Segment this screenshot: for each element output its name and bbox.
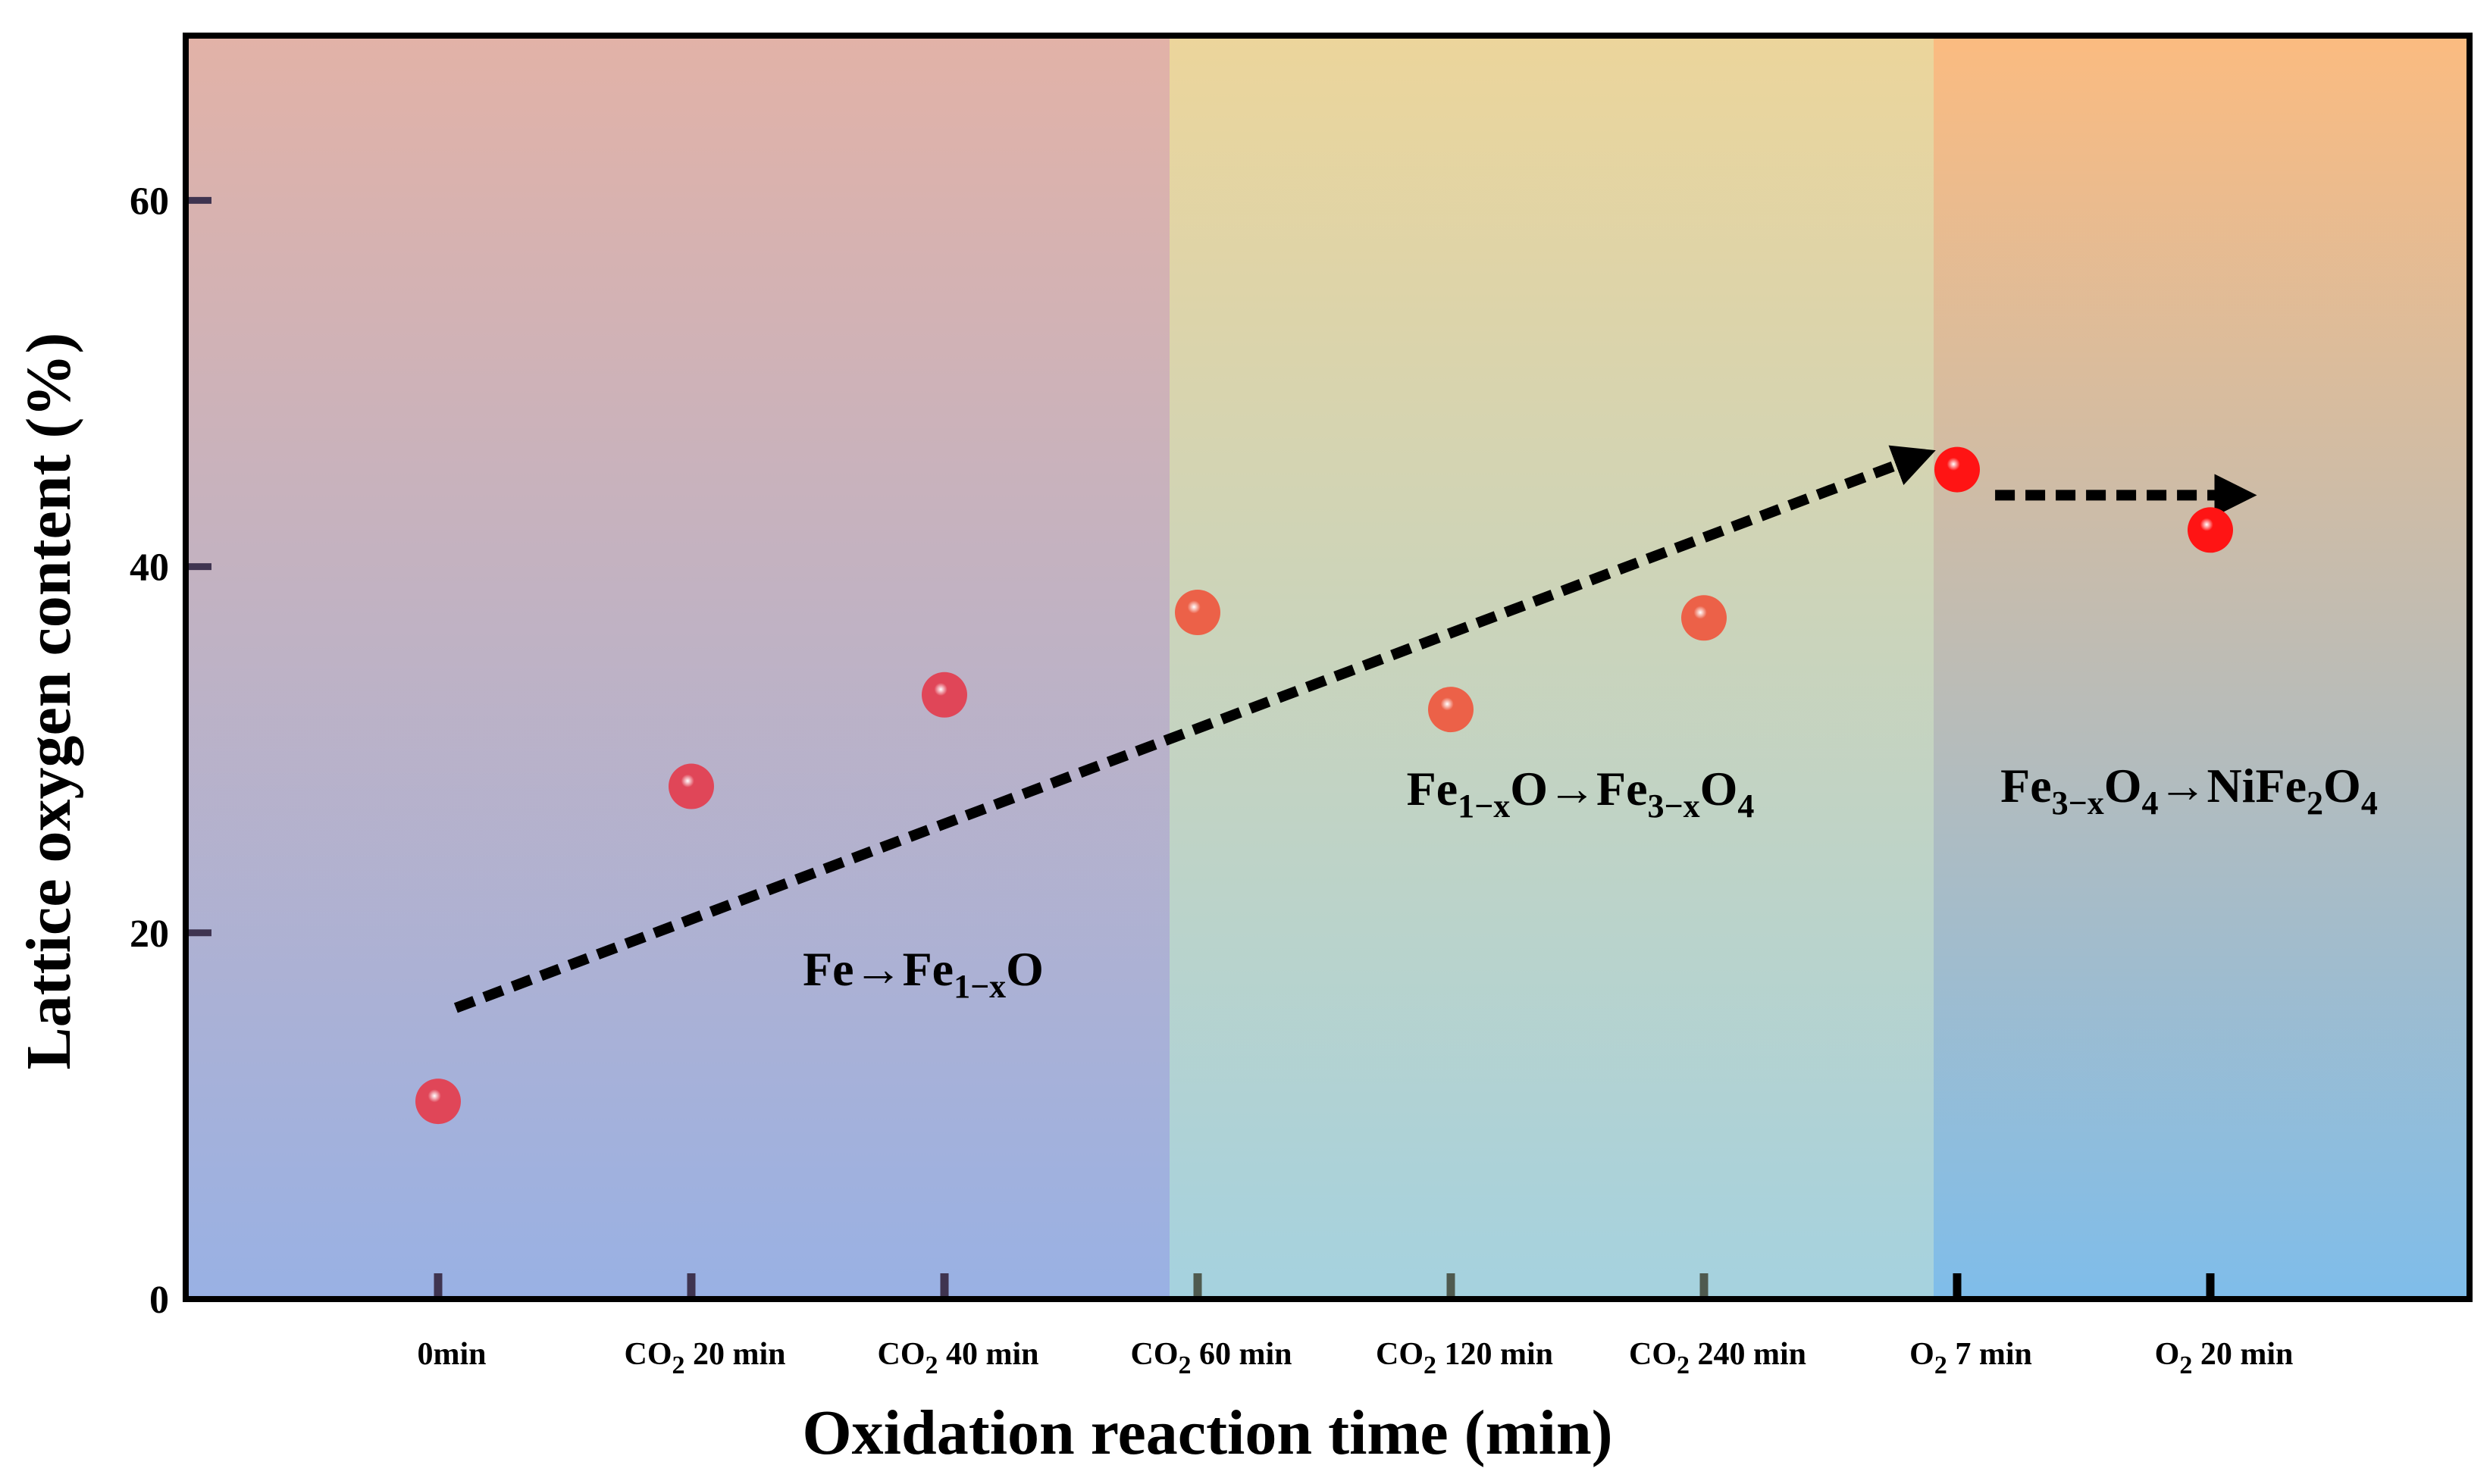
region-background-1 (186, 36, 1170, 1299)
y-tick-label: 20 (130, 913, 169, 956)
x-category-label: O2 7 min (1909, 1337, 2032, 1379)
region-background-3 (1934, 36, 2470, 1299)
region-background-2 (1170, 36, 1934, 1299)
x-category-label: O2 20 min (2155, 1337, 2294, 1379)
y-tick-label: 60 (130, 180, 169, 223)
region-annotation-3: Fe3−xO4→NiFe2O4 (2000, 759, 2378, 822)
y-tick-label: 0 (149, 1279, 169, 1322)
plot-frame (183, 33, 2473, 1302)
trend-arrow-1 (453, 445, 1936, 1013)
x-category-label: CO2 20 min (624, 1337, 785, 1379)
x-category-label: CO2 60 min (1130, 1337, 1292, 1379)
region-annotation-1: Fe→Fe1−xO (803, 942, 1044, 1005)
data-point (1428, 687, 1474, 733)
data-point (2188, 507, 2233, 553)
x-category-label: CO2 40 min (877, 1337, 1038, 1379)
x-category-label: 0min (417, 1337, 486, 1372)
y-axis-title: Lattice oxygen content (%) (14, 333, 84, 1070)
x-category-label: CO2 120 min (1376, 1337, 1553, 1379)
x-category-label: CO2 240 min (1629, 1337, 1806, 1379)
data-point (922, 672, 967, 718)
x-axis-title: Oxidation reaction time (min) (802, 1398, 1612, 1468)
data-point (1175, 590, 1220, 636)
data-point (415, 1079, 461, 1125)
data-point (1934, 446, 1980, 493)
y-tick-label: 40 (130, 546, 169, 590)
data-point (1681, 595, 1727, 641)
region-annotation-2: Fe1−xO→Fe3−xO4 (1407, 762, 1755, 825)
data-point (669, 763, 714, 809)
